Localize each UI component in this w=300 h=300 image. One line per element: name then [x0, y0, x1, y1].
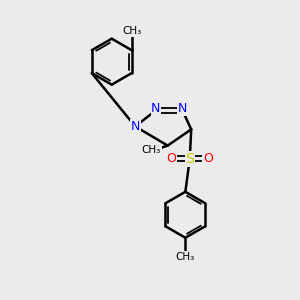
Text: N: N: [151, 102, 160, 115]
Text: S: S: [185, 152, 194, 166]
Text: CH₃: CH₃: [142, 145, 161, 155]
Text: O: O: [167, 152, 176, 165]
Text: N: N: [178, 102, 187, 115]
Text: CH₃: CH₃: [122, 26, 141, 36]
Text: CH₃: CH₃: [176, 252, 195, 262]
Text: O: O: [203, 152, 213, 165]
Text: N: N: [130, 120, 140, 133]
